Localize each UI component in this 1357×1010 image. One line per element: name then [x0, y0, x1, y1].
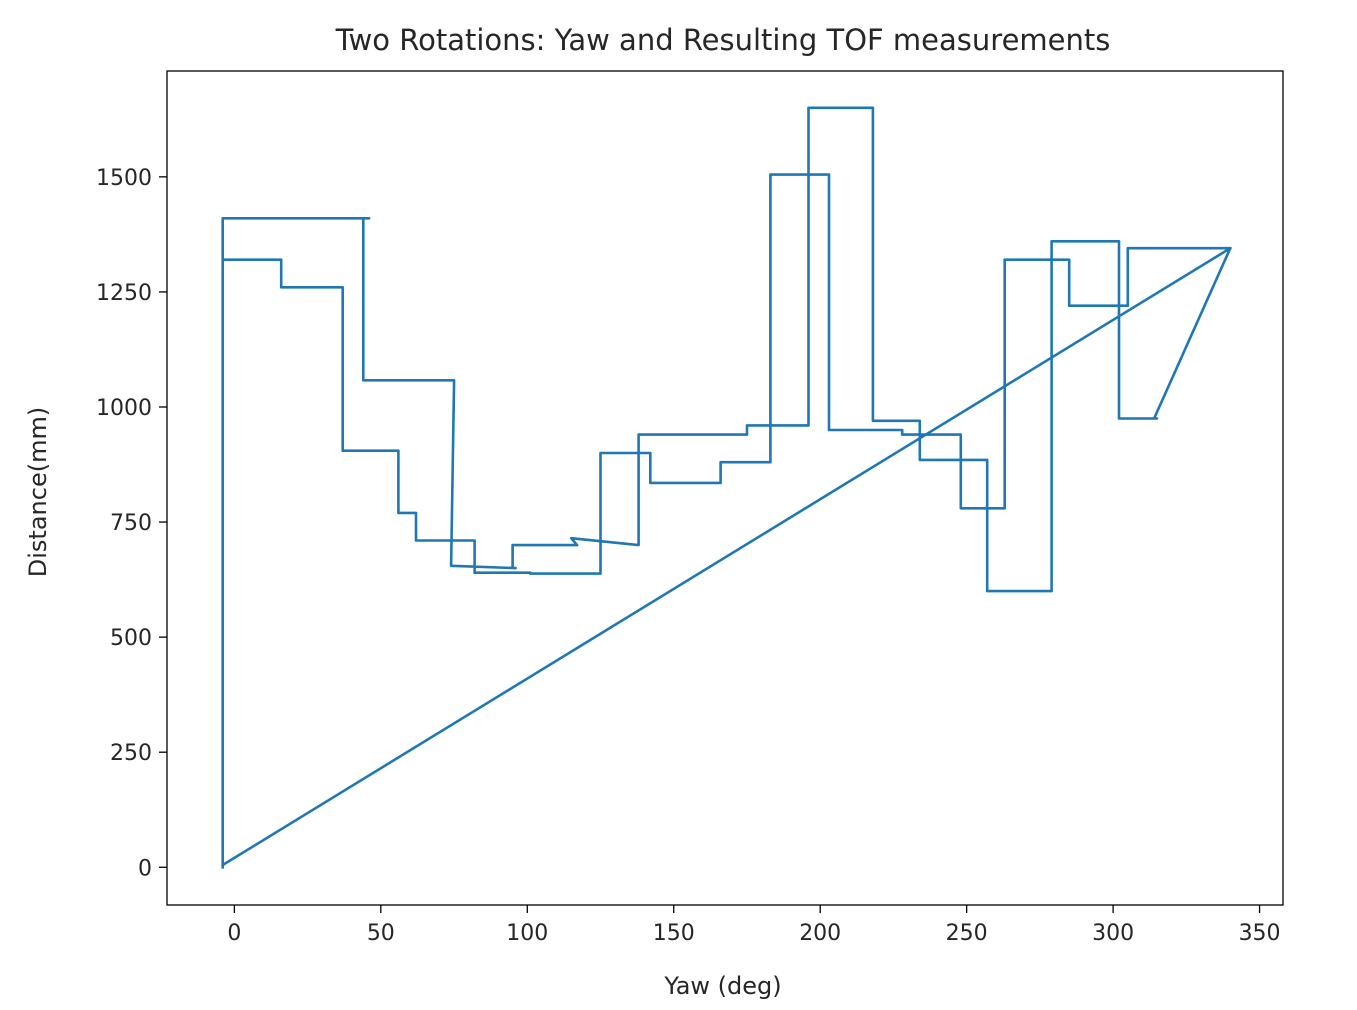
y-tick-label: 750 — [110, 511, 152, 536]
y-axis-label: Distance(mm) — [24, 407, 52, 577]
x-tick-label: 300 — [1092, 921, 1134, 946]
y-tick-label: 1000 — [96, 396, 152, 421]
plot-frame — [166, 70, 1284, 906]
y-tick-label: 0 — [138, 856, 152, 881]
chart-title: Two Rotations: Yaw and Resulting TOF mea… — [335, 23, 1111, 57]
x-tick-label: 0 — [227, 921, 241, 946]
plot-area — [221, 106, 1232, 869]
x-tick-label: 250 — [946, 921, 988, 946]
x-tick-label: 200 — [799, 921, 841, 946]
x-tick-label: 350 — [1239, 921, 1281, 946]
series-line-0 — [221, 106, 1232, 869]
axis-ticks: 0 50 100 150 200 250 300 350 0 250 500 750 1000 1250 1… — [96, 166, 1281, 946]
y-tick-label: 250 — [110, 741, 152, 766]
y-tick-label: 500 — [110, 626, 152, 651]
y-tick-label: 1500 — [96, 166, 152, 191]
x-tick-label: 100 — [506, 921, 548, 946]
x-axis-label: Yaw (deg) — [663, 972, 781, 1000]
x-tick-label: 50 — [367, 921, 395, 946]
y-tick-label: 1250 — [96, 281, 152, 306]
x-tick-label: 150 — [653, 921, 695, 946]
